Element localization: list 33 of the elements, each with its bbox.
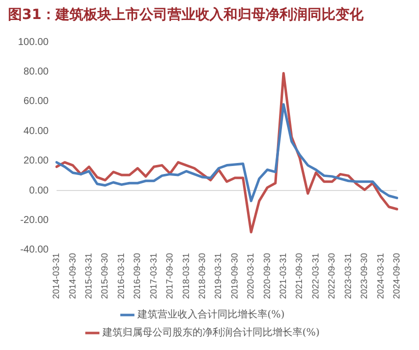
y-tick-label: 0.00 bbox=[29, 185, 50, 196]
x-tick-label: 2023-09-30 bbox=[359, 252, 370, 300]
y-tick-label: 20.00 bbox=[24, 156, 50, 167]
y-tick-label: 60.00 bbox=[24, 96, 50, 108]
x-tick-label: 2016-03-31 bbox=[116, 252, 126, 300]
x-tick-label: 2019-09-30 bbox=[229, 252, 240, 300]
y-tick-label: 100.00 bbox=[18, 36, 50, 48]
x-tick-label: 2017-03-31 bbox=[148, 252, 158, 300]
chart-title: 图31：建筑板块上市公司营业收入和归母净利润同比变化 bbox=[8, 6, 364, 24]
x-tick-label: 2018-03-31 bbox=[180, 252, 191, 300]
legend-label: 建筑归属母公司股东的净利润合计同比增长率(%) bbox=[101, 326, 320, 339]
x-tick-label: 2021-09-30 bbox=[294, 252, 304, 300]
y-tick-label: 40.00 bbox=[24, 126, 50, 137]
x-tick-label: 2015-09-30 bbox=[100, 252, 110, 300]
x-tick-label: 2016-09-30 bbox=[132, 252, 142, 300]
x-tick-label: 2021-03-31 bbox=[278, 252, 288, 300]
x-tick-label: 2020-09-30 bbox=[262, 252, 272, 300]
legend-label: 建筑营业收入合计同比增长率(%) bbox=[136, 308, 285, 321]
x-tick-label: 2024-03-31 bbox=[375, 252, 386, 300]
x-tick-label: 2014-03-31 bbox=[51, 252, 62, 300]
x-tick-label: 2020-03-31 bbox=[246, 252, 256, 300]
y-tick-label: -20.00 bbox=[20, 215, 50, 226]
x-tick-label: 2015-03-31 bbox=[83, 252, 94, 300]
x-tick-label: 2014-09-30 bbox=[67, 252, 78, 300]
x-tick-label: 2024-09-30 bbox=[391, 252, 402, 300]
x-tick-label: 2018-09-30 bbox=[196, 252, 207, 300]
x-tick-label: 2022-03-31 bbox=[310, 252, 320, 300]
x-tick-label: 2019-03-31 bbox=[213, 252, 224, 300]
x-tick-label: 2023-03-31 bbox=[342, 252, 353, 300]
y-tick-label: -40.00 bbox=[20, 244, 50, 256]
y-tick-label: 80.00 bbox=[24, 66, 50, 78]
x-tick-label: 2017-09-30 bbox=[164, 252, 175, 300]
x-tick-label: 2022-09-30 bbox=[326, 252, 337, 300]
